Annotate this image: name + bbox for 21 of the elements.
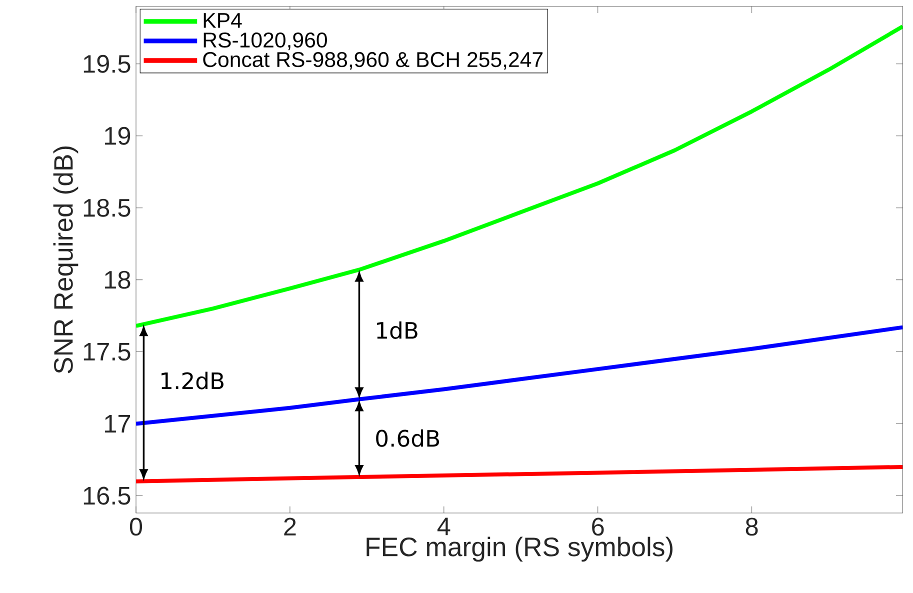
x-tick-label: 8 [746, 518, 758, 536]
legend-label: Concat RS-988,960 & BCH 255,247 [203, 52, 543, 70]
x-tick-label: 0 [130, 518, 142, 536]
legend-label: KP4 [204, 13, 242, 28]
annotation: 1.2dB [162, 372, 224, 390]
y-tick-label: 19.5 [84, 54, 130, 73]
x-tick-label: 2 [284, 518, 296, 536]
y-tick-label: 19 [105, 126, 130, 145]
y-tick-label: 17.5 [84, 342, 130, 361]
legend-label: RS-1020,960 [204, 32, 327, 50]
y-axis-title: SNR Required (dB) [53, 146, 78, 374]
y-tick-label: 18 [105, 270, 130, 289]
line-series [136, 464, 903, 484]
y-tick-label: 18.5 [84, 198, 130, 217]
x-axis-title: FEC margin (RS symbols) [366, 536, 672, 562]
x-tick-label: 6 [592, 518, 604, 536]
y-tick-label: 17 [105, 415, 130, 432]
x-tick-label: 4 [437, 518, 450, 536]
annotation: 1dB [377, 321, 418, 339]
y-tick-label: 16.5 [84, 486, 130, 505]
annotation: 0.6dB [376, 429, 439, 447]
